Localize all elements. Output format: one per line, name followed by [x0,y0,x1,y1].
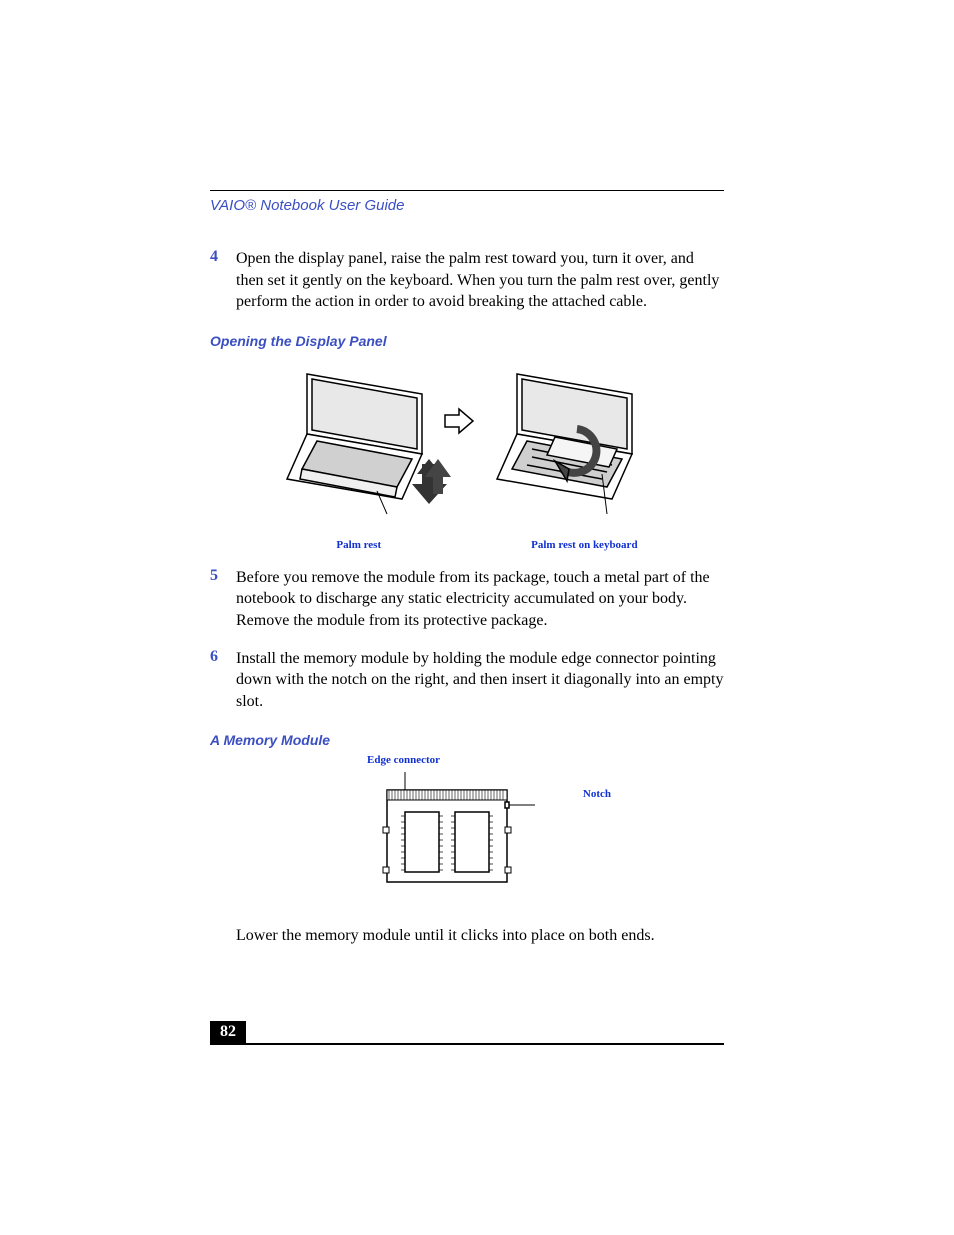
page-footer: 82 [210,1021,724,1045]
page-number: 82 [210,1021,246,1043]
step-text: Open the display panel, raise the palm r… [236,248,724,313]
figure1-caption-left: Palm rest [336,539,381,551]
step-number: 5 [210,567,236,632]
figure2-diagram: Edge connector Notch [210,758,724,907]
figure1-title: Opening the Display Panel [210,333,724,349]
figure2-label-right: Notch [583,788,611,800]
memory-module-svg [357,772,577,902]
step-text: Install the memory module by holding the… [236,648,724,713]
step-5: 5 Before you remove the module from its … [210,567,724,632]
laptop-diagram-svg [247,359,687,539]
closing-text: Lower the memory module until it clicks … [236,925,724,947]
footer-rule [210,1043,724,1045]
step-6: 6 Install the memory module by holding t… [210,648,724,713]
figure2-title: A Memory Module [210,732,724,748]
step-number: 6 [210,648,236,713]
figure1-diagram [210,359,724,539]
step-text: Before you remove the module from its pa… [236,567,724,632]
header-rule [210,190,724,191]
figure1-caption-right: Palm rest on keyboard [531,539,637,551]
figure2-label-top: Edge connector [367,754,440,766]
manual-page: VAIO® Notebook User Guide 4 Open the dis… [0,0,954,1235]
step-number: 4 [210,248,236,313]
figure1-captions: Palm rest Palm rest on keyboard [210,539,724,551]
header-title: VAIO® Notebook User Guide [210,197,724,214]
step-4: 4 Open the display panel, raise the palm… [210,248,724,313]
